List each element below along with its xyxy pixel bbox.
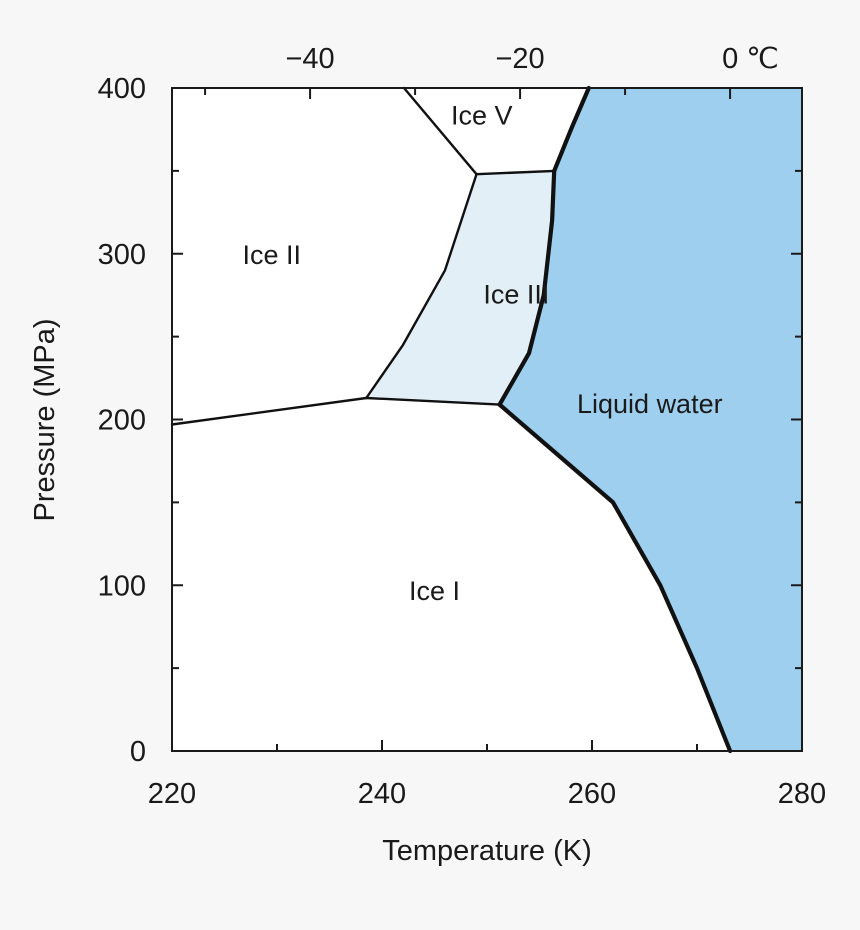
top-tick-label: −20 xyxy=(495,43,544,75)
y-tick-label: 200 xyxy=(98,405,146,437)
labels-layer: Liquid water Ice III Ice II Ice V Ice I 220 24… xyxy=(98,43,827,810)
x-tick-label: 240 xyxy=(358,778,406,810)
region-ice-iii xyxy=(366,170,555,405)
y-axis-title: Pressure (MPa) xyxy=(29,318,61,521)
region-label-ice-i: Ice I xyxy=(409,576,460,606)
region-label-ice-ii: Ice II xyxy=(243,240,302,270)
regions-layer xyxy=(366,88,802,751)
top-tick-label: −40 xyxy=(285,43,334,75)
boundary-ice-ii-ice-v xyxy=(402,86,478,176)
phase-boundaries-layer xyxy=(170,85,733,754)
y-tick-label: 0 xyxy=(130,736,146,768)
boundary-ice-iii-ice-v xyxy=(475,169,556,176)
region-label-liquid-water: Liquid water xyxy=(577,389,723,419)
boundary-ice-iii-ice-i xyxy=(365,396,501,406)
y-tick-label: 100 xyxy=(98,570,146,602)
boundary-ice-ii-ice-iii xyxy=(365,172,478,400)
ticks-layer xyxy=(171,87,803,752)
region-liquid-water xyxy=(499,88,802,751)
region-label-ice-iii: Ice III xyxy=(483,280,549,310)
boundary-melting-ice-v xyxy=(552,85,591,173)
boundary-ice-ii-ice-i xyxy=(170,396,368,426)
region-label-ice-v: Ice V xyxy=(451,101,513,131)
boundary-melting-ice-i xyxy=(497,402,733,754)
y-tick-label: 300 xyxy=(98,239,146,271)
top-tick-label: 0 ℃ xyxy=(722,43,779,75)
x-tick-label: 280 xyxy=(778,778,826,810)
x-tick-label: 220 xyxy=(148,778,196,810)
y-tick-label: 400 xyxy=(98,73,146,105)
x-tick-label: 260 xyxy=(568,778,616,810)
x-axis-title: Temperature (K) xyxy=(382,835,592,867)
boundary-melting-ice-iii xyxy=(497,168,557,407)
